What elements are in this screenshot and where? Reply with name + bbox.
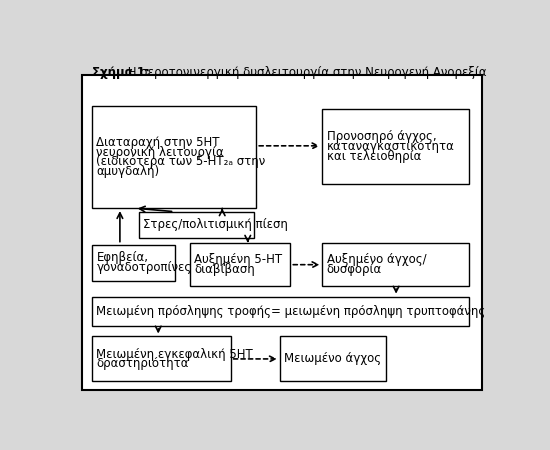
Text: Η σεροτονινεργική δυσλειτουργία στην Νευρογενή Ανορεξία: Η σεροτονινεργική δυσλειτουργία στην Νευ… <box>124 66 487 79</box>
Text: αμυγδαλή): αμυγδαλή) <box>96 165 160 178</box>
Text: νευρονική λειτουργία: νευρονική λειτουργία <box>96 146 224 159</box>
Text: Εφηβεία,: Εφηβεία, <box>96 252 148 265</box>
Bar <box>322 109 469 184</box>
Bar <box>92 106 256 208</box>
Text: Διαταραχή στην 5HT: Διαταραχή στην 5HT <box>96 136 220 149</box>
Text: δυσφορία: δυσφορία <box>327 263 382 276</box>
Text: διαβίβαση: διαβίβαση <box>195 263 255 276</box>
Text: Αυξημένη 5-ΗΤ: Αυξημένη 5-ΗΤ <box>195 253 283 266</box>
Text: Μειωμένη πρόσληψης τροφής= μειωμένη πρόσληψη τρυπτοφάνης: Μειωμένη πρόσληψης τροφής= μειωμένη πρόσ… <box>96 305 486 318</box>
Text: Σχήμα 1:: Σχήμα 1: <box>92 66 150 79</box>
Bar <box>280 337 386 382</box>
Text: Στρες/πολιτισμική πίεση: Στρες/πολιτισμική πίεση <box>144 218 288 231</box>
Text: (ειδικότερα των 5-HT₂ₐ στην: (ειδικότερα των 5-HT₂ₐ στην <box>96 155 266 168</box>
Text: Προνοσηρό άγχος,: Προνοσηρό άγχος, <box>327 130 436 144</box>
Text: γοναδοτροπίνες: γοναδοτροπίνες <box>96 261 192 274</box>
Text: Μειωμένη εγκεφαλική 5HT: Μειωμένη εγκεφαλική 5HT <box>96 347 253 360</box>
Text: και τελειοθηρία: και τελειοθηρία <box>327 150 421 163</box>
Bar <box>139 212 254 238</box>
Text: Μειωμένο άγχος: Μειωμένο άγχος <box>284 352 381 365</box>
Text: δραστηριότητα: δραστηριότητα <box>96 357 189 370</box>
Bar <box>92 245 175 281</box>
Bar <box>92 297 469 326</box>
Text: Αυξημένο άγχος/: Αυξημένο άγχος/ <box>327 253 426 266</box>
Text: καταναγκαστικότητα: καταναγκαστικότητα <box>327 140 454 153</box>
Bar <box>92 337 231 382</box>
Bar <box>190 243 290 286</box>
Bar <box>322 243 469 286</box>
